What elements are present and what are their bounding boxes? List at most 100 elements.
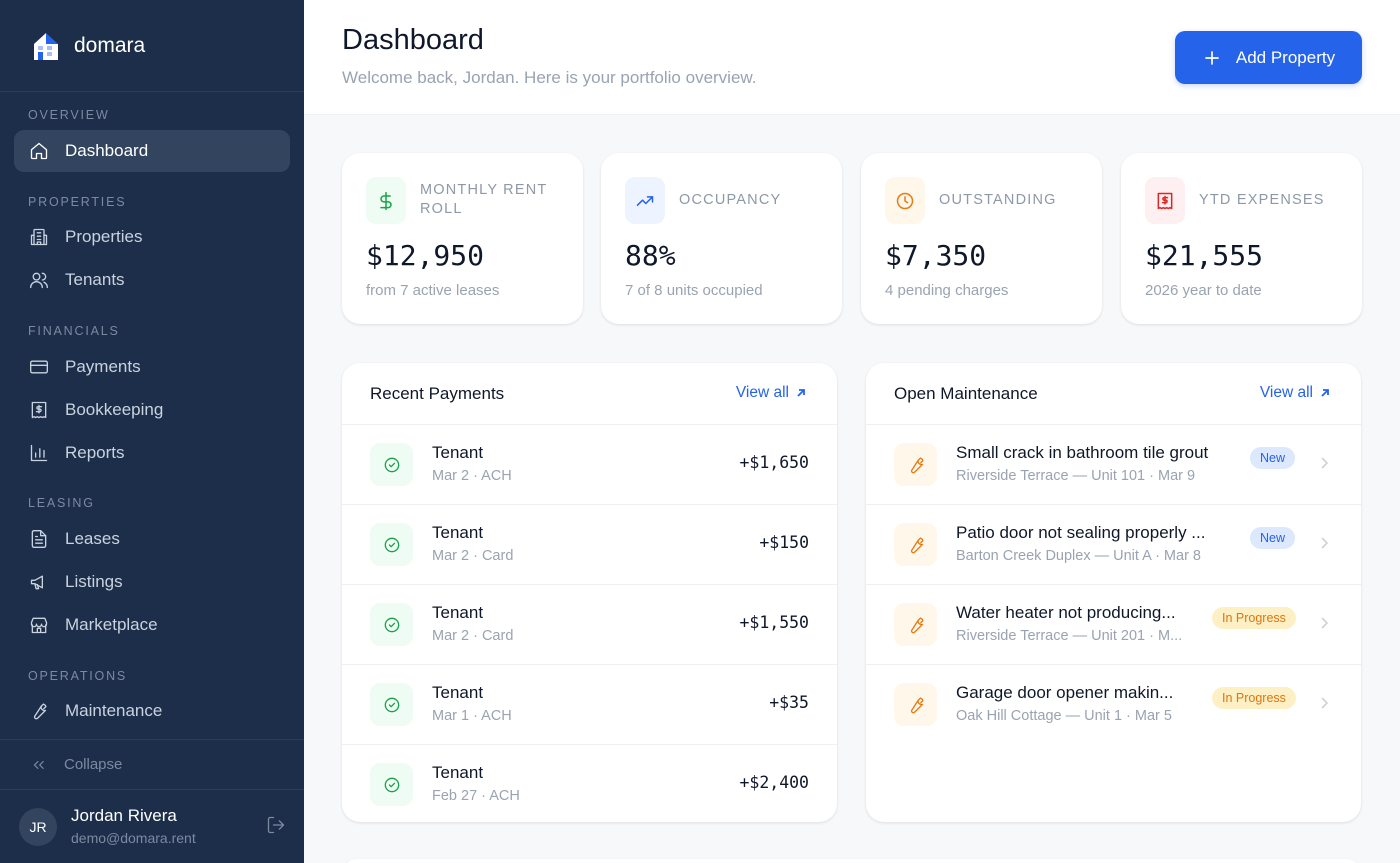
stat-subtext: 4 pending charges (885, 282, 1009, 299)
logout-button[interactable] (266, 815, 286, 835)
chevron-right-icon (1321, 617, 1329, 629)
payments-view-all-link[interactable]: View all (736, 384, 807, 402)
receipt-icon (31, 401, 47, 419)
section-overview: OVERVIEW (28, 108, 110, 122)
sidebar-item-label: Marketplace (65, 615, 158, 634)
payment-row[interactable]: Tenant Mar 2 · ACH +$1,650 (342, 425, 837, 505)
check-circle-icon (384, 457, 399, 472)
clock-icon (896, 192, 914, 209)
sidebar-item-bookkeeping[interactable]: Bookkeeping (14, 389, 290, 431)
stat-value: 88% (625, 239, 676, 272)
payment-tenant: Tenant (432, 523, 484, 542)
status-badge: In Progress (1212, 607, 1296, 629)
stat-icon-bg (625, 177, 665, 224)
maintenance-row[interactable]: Patio door not sealing properly ... Bart… (866, 505, 1361, 585)
status-badge: New (1250, 527, 1296, 549)
wrench-icon (910, 696, 924, 713)
maintenance-row[interactable]: Small crack in bathroom tile grout River… (866, 425, 1361, 505)
payment-row[interactable]: Tenant Mar 2 · Card +$150 (342, 505, 837, 585)
payment-tenant: Tenant (432, 683, 484, 702)
section-leasing: LEASING (28, 496, 95, 510)
sidebar-item-marketplace[interactable]: Marketplace (14, 604, 290, 646)
sidebar-item-label: Payments (65, 357, 141, 376)
sidebar-item-reports[interactable]: Reports (14, 432, 290, 474)
brand[interactable]: domara (0, 0, 304, 92)
sidebar-item-dashboard[interactable]: Dashboard (14, 130, 290, 172)
stat-card-ytd-expenses: YTD EXPENSES $21,555 2026 year to date (1121, 153, 1362, 324)
trending-up-icon (636, 195, 654, 206)
open-maintenance-panel: Open Maintenance View all Small crack in… (866, 363, 1361, 822)
payment-amount: +$1,550 (739, 613, 809, 632)
maintenance-meta: Barton Creek Duplex — Unit A · Mar 8 (956, 548, 1201, 564)
payment-meta: Mar 2 · Card (432, 548, 514, 564)
maintenance-view-all-link[interactable]: View all (1260, 384, 1331, 402)
payment-amount: +$1,650 (739, 453, 809, 472)
stat-value: $12,950 (366, 239, 485, 272)
maintenance-row[interactable]: Water heater not producing... Riverside … (866, 585, 1361, 665)
user-email: demo@domara.rent (71, 830, 196, 846)
page-title: Dashboard (342, 24, 484, 56)
maintenance-meta: Riverside Terrace — Unit 201 · M... (956, 628, 1183, 644)
sidebar-item-leases[interactable]: Leases (14, 518, 290, 560)
collapse-button[interactable]: Collapse (0, 739, 304, 790)
stat-label: OUTSTANDING (939, 192, 1057, 208)
collapse-label: Collapse (64, 756, 123, 773)
chevron-right-icon (1321, 537, 1329, 549)
maintenance-meta: Oak Hill Cottage — Unit 1 · Mar 5 (956, 708, 1172, 724)
payment-meta: Feb 27 · ACH (432, 788, 520, 804)
users-icon (30, 272, 48, 289)
payment-meta: Mar 2 · Card (432, 628, 514, 644)
avatar: JR (19, 808, 57, 846)
payment-row[interactable]: Tenant Mar 2 · Card +$1,550 (342, 585, 837, 665)
payment-meta: Mar 2 · ACH (432, 468, 512, 484)
maintenance-title: Small crack in bathroom tile grout (956, 443, 1209, 462)
logo-house-icon (34, 32, 58, 60)
stat-icon-bg (885, 177, 925, 224)
payment-row[interactable]: Tenant Feb 27 · ACH +$2,400 (342, 745, 837, 822)
sidebar-item-tenants[interactable]: Tenants (14, 259, 290, 301)
wrench-icon (910, 536, 924, 553)
document-icon (31, 530, 47, 548)
payment-amount: +$35 (769, 693, 809, 712)
dollar-icon (380, 191, 392, 210)
section-financials: FINANCIALS (28, 324, 120, 338)
stat-card-rent-roll: MONTHLY RENT ROLL $12,950 from 7 active … (342, 153, 583, 324)
payment-row[interactable]: Tenant Mar 1 · ACH +$35 (342, 665, 837, 745)
user-profile[interactable]: JR Jordan Rivera demo@domara.rent (0, 791, 304, 863)
payment-tenant: Tenant (432, 443, 484, 462)
maintenance-title: Water heater not producing... (956, 603, 1176, 622)
panel-title: Recent Payments (370, 384, 505, 403)
maintenance-row[interactable]: Garage door opener makin... Oak Hill Cot… (866, 665, 1361, 745)
sidebar-item-listings[interactable]: Listings (14, 561, 290, 603)
credit-card-icon (30, 360, 48, 374)
sidebar-item-payments[interactable]: Payments (14, 346, 290, 388)
status-badge: In Progress (1212, 687, 1296, 709)
arrow-up-right-icon (1321, 389, 1329, 397)
page-subtitle: Welcome back, Jordan. Here is your portf… (342, 68, 757, 87)
stat-card-occupancy: OCCUPANCY 88% 7 of 8 units occupied (601, 153, 842, 324)
payment-tenant: Tenant (432, 763, 484, 782)
sidebar-item-properties[interactable]: Properties (14, 216, 290, 258)
maintenance-title: Patio door not sealing properly ... (956, 523, 1206, 542)
wrench-icon (33, 703, 47, 720)
sidebar-item-maintenance[interactable]: Maintenance (14, 690, 290, 732)
receipt-icon (1157, 192, 1173, 209)
home-icon (30, 142, 48, 160)
recent-payments-panel: Recent Payments View all Tenant Mar 2 · … (342, 363, 837, 822)
chevron-right-icon (1321, 697, 1329, 709)
sidebar-item-label: Maintenance (65, 701, 163, 720)
add-property-button[interactable]: Add Property (1175, 31, 1362, 84)
check-circle-icon (384, 537, 399, 552)
stat-subtext: 7 of 8 units occupied (625, 282, 763, 299)
add-property-label: Add Property (1235, 47, 1336, 67)
maintenance-title: Garage door opener makin... (956, 683, 1174, 702)
check-circle-icon (384, 697, 399, 712)
bar-chart-icon (30, 444, 48, 462)
sidebar: domara OVERVIEW Dashboard PROPERTIES Pro… (0, 0, 304, 863)
sidebar-item-label: Listings (65, 572, 123, 591)
sidebar-item-label: Reports (65, 443, 125, 462)
brand-name: domara (74, 33, 146, 57)
stat-value: $21,555 (1145, 239, 1264, 272)
stat-label: YTD EXPENSES (1199, 192, 1325, 208)
panel-title: Open Maintenance (894, 384, 1038, 403)
